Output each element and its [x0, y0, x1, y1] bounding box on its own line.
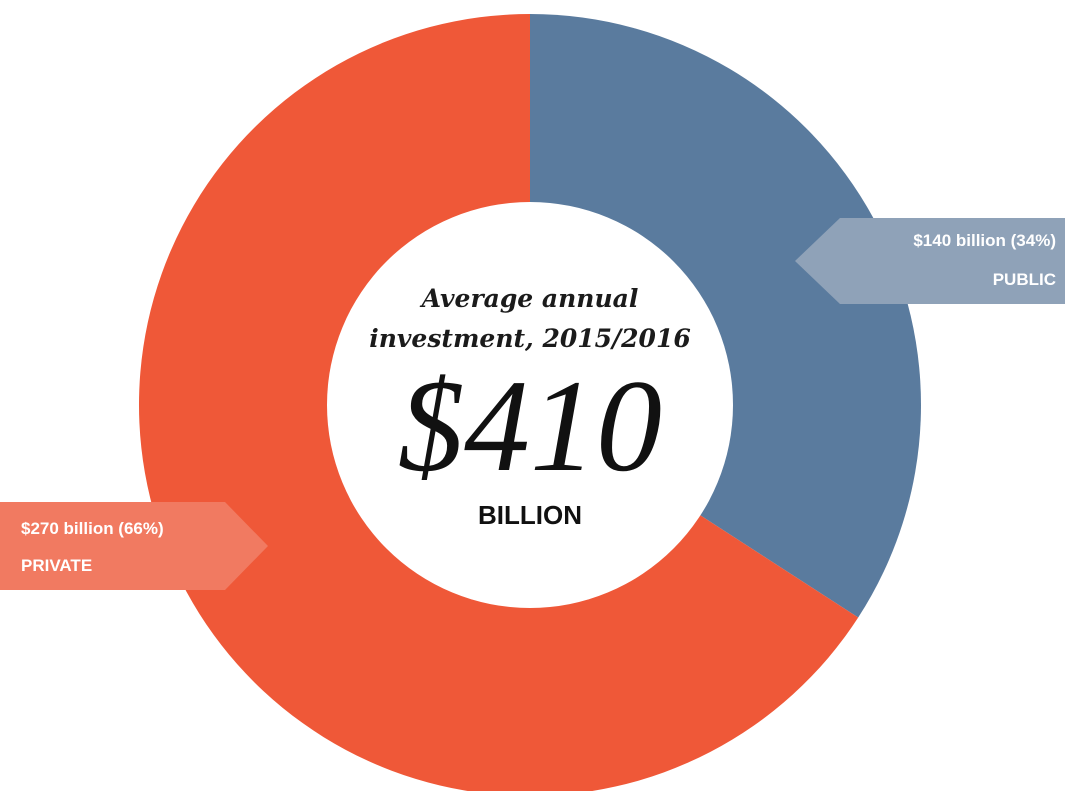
- private-value-label: $270 billion (66%): [21, 519, 164, 538]
- public-category-label: PUBLIC: [992, 270, 1056, 289]
- center-total-unit: BILLION: [478, 500, 582, 530]
- center-subtitle-line1: Average annual: [421, 284, 639, 313]
- donut-hole: [327, 202, 733, 608]
- center-subtitle-line2: investment, 2015/2016: [369, 324, 691, 353]
- private-category-label: PRIVATE: [21, 556, 93, 575]
- center-total-value: $410: [398, 352, 662, 499]
- public-value-label: $140 billion (34%): [913, 231, 1056, 250]
- callout-public: [795, 218, 1065, 304]
- callout-private: [0, 502, 268, 590]
